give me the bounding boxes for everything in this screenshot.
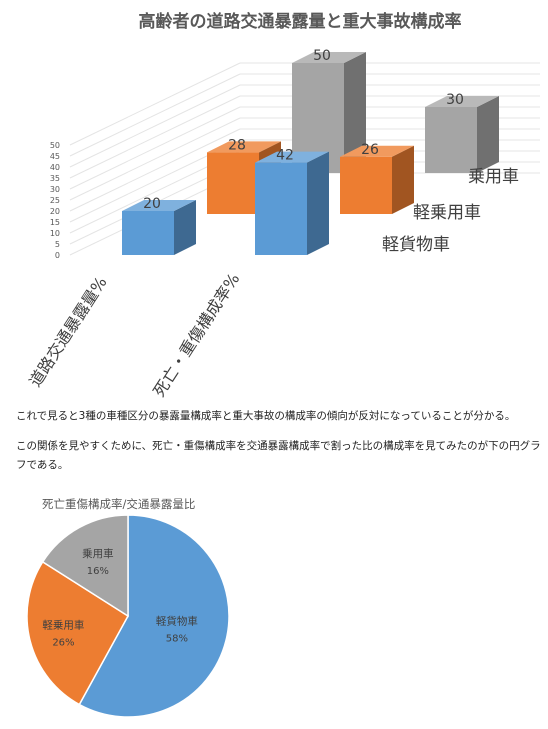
- category-axis-label: 道路交通暴露量%: [25, 273, 110, 390]
- bar-chart-3d: 高齢者の道路交通暴露量と重大事故構成率 0 5 10 15 20 25 30 35 40 45 50…: [25, 11, 540, 400]
- pie-slice-label: 乗用車: [82, 547, 114, 560]
- bar-top: [425, 96, 499, 107]
- paragraph-2: この関係を見やすくために、死亡・重傷構成率を交通暴露構成率で割った比の構成率を見…: [16, 440, 541, 471]
- pie-slice-label: 軽貨物車: [156, 615, 198, 628]
- category-axis-label: 死亡・重傷構成率%: [149, 270, 243, 400]
- pie-slice-label: 軽乗用車: [42, 619, 84, 632]
- bar-side: [174, 200, 196, 255]
- y-tick-label: 50: [50, 141, 60, 150]
- bar: 20: [122, 196, 196, 255]
- pie-slice: [78, 514, 230, 718]
- y-axis-ticks: 0 5 10 15 20 25 30 35 40 45 50: [50, 141, 60, 260]
- bar: 26: [340, 142, 414, 214]
- series-axis-labels: 軽貨物車 軽乗用車 乗用車: [382, 167, 519, 255]
- bar-value-label: 30: [446, 92, 464, 108]
- bar-front: [340, 156, 392, 214]
- y-tick-label: 45: [50, 152, 60, 161]
- pie-slice-value: 58%: [166, 634, 188, 645]
- category-axis-labels: 道路交通暴露量% 死亡・重傷構成率%: [25, 270, 243, 400]
- bar-value-label: 28: [228, 137, 246, 153]
- y-tick-label: 40: [50, 163, 60, 172]
- gridline: [69, 106, 241, 190]
- pie-slice: [26, 560, 129, 706]
- bar-top: [292, 52, 366, 63]
- series-axis-label: 軽貨物車: [382, 235, 450, 255]
- bar-series: 50 30 28 26 20 42: [122, 48, 499, 255]
- series-axis-label: 軽乗用車: [413, 203, 481, 223]
- series-axis-label: 乗用車: [468, 167, 519, 187]
- bar-top: [122, 200, 196, 211]
- y-tick-label: 10: [50, 229, 60, 238]
- bar-side: [392, 145, 414, 214]
- bar: 42: [255, 148, 329, 255]
- gridline: [69, 62, 241, 146]
- y-tick-label: 35: [50, 174, 60, 183]
- gridline: [69, 84, 241, 168]
- pie-slices: [26, 514, 230, 718]
- pie-slice-value: 16%: [87, 566, 109, 577]
- paragraph-1: これで見ると3種の車種区分の暴露量構成率と重大事故の構成率の傾向が反対になってい…: [16, 410, 516, 422]
- bar-front: [425, 107, 477, 173]
- gridline: [69, 117, 241, 201]
- bar-top: [340, 145, 414, 157]
- bar-value-label: 42: [276, 148, 294, 164]
- bar-value-label: 50: [313, 48, 331, 64]
- bar-front: [255, 162, 307, 255]
- pie-labels: 軽貨物車 58% 軽乗用車 26% 乗用車 16%: [42, 547, 197, 648]
- y-tick-label: 25: [50, 196, 60, 205]
- chart-title: 高齢者の道路交通暴露量と重大事故構成率: [139, 11, 462, 32]
- pie-slice-value: 26%: [52, 638, 74, 649]
- y-tick-label: 20: [50, 207, 60, 216]
- gridline: [69, 128, 241, 212]
- bar-side: [344, 52, 366, 173]
- gridline: [69, 73, 241, 157]
- bar-side: [307, 151, 329, 255]
- y-tick-label: 0: [55, 251, 60, 260]
- bar-top: [207, 141, 281, 153]
- bar-side: [477, 96, 499, 173]
- pie-chart: 死亡重傷構成率/交通暴露量比 軽貨物車 58% 軽乗用車 26% 乗用車 16%: [26, 497, 230, 718]
- bar: 30: [425, 92, 499, 173]
- y-tick-label: 30: [50, 185, 60, 194]
- y-tick-label: 5: [55, 240, 60, 249]
- bar-front: [122, 211, 174, 255]
- bar-front: [207, 152, 259, 214]
- pie-chart-title: 死亡重傷構成率/交通暴露量比: [42, 497, 195, 511]
- bar-top: [255, 151, 329, 163]
- bar-value-label: 26: [361, 142, 379, 158]
- gridline: [69, 95, 241, 179]
- pie-slice: [41, 514, 129, 618]
- y-tick-label: 15: [50, 218, 60, 227]
- bar-value-label: 20: [143, 196, 161, 212]
